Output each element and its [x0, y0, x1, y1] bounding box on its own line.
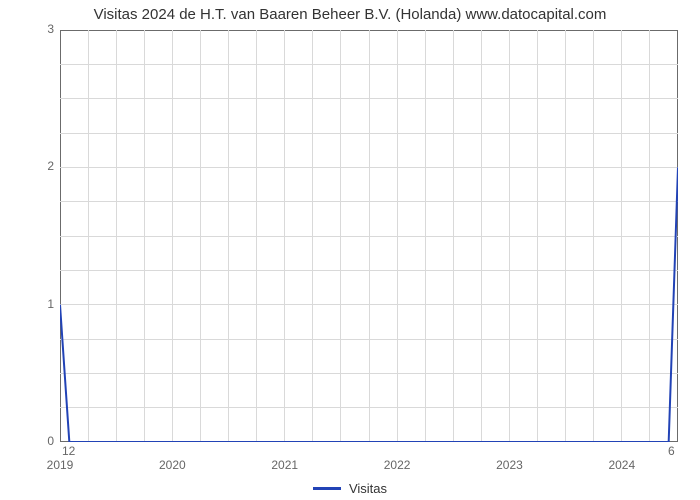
corner-label-bottom-right: 6 — [668, 444, 675, 458]
y-tick-label: 3 — [24, 22, 54, 36]
series-line — [60, 30, 678, 442]
legend-label: Visitas — [349, 481, 387, 496]
y-tick-label: 2 — [24, 159, 54, 173]
y-tick-label: 1 — [24, 297, 54, 311]
plot-area — [60, 30, 678, 442]
chart-container: Visitas 2024 de H.T. van Baaren Beheer B… — [0, 0, 700, 500]
x-tick-label: 2019 — [35, 458, 85, 472]
x-tick-label: 2023 — [484, 458, 534, 472]
legend: Visitas — [0, 481, 700, 496]
legend-swatch — [313, 487, 341, 490]
y-tick-label: 0 — [24, 434, 54, 448]
x-tick-label: 2020 — [147, 458, 197, 472]
corner-label-bottom-left: 12 — [62, 444, 75, 458]
chart-title: Visitas 2024 de H.T. van Baaren Beheer B… — [0, 6, 700, 23]
x-tick-label: 2024 — [597, 458, 647, 472]
x-tick-label: 2022 — [372, 458, 422, 472]
x-tick-label: 2021 — [260, 458, 310, 472]
